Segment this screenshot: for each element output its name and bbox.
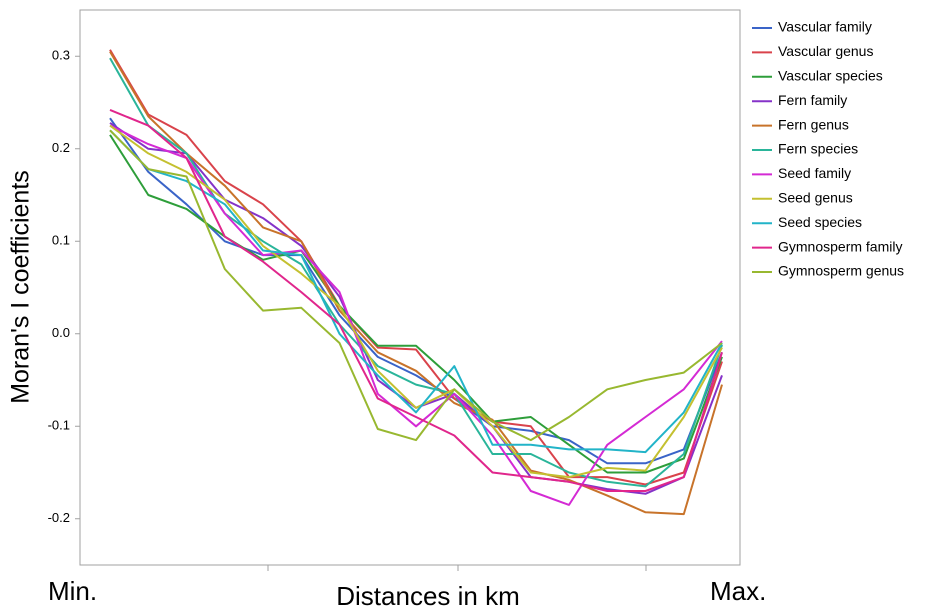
series-line <box>109 129 723 442</box>
series-line <box>109 49 723 486</box>
legend-label: Gymnosperm genus <box>778 263 904 279</box>
x-axis-label: Distances in km <box>336 581 520 610</box>
legend-label: Fern genus <box>778 116 849 132</box>
series-line <box>109 124 723 506</box>
series-line <box>109 124 723 479</box>
y-tick-label: -0.2 <box>48 510 70 525</box>
y-tick-label: 0.1 <box>52 233 70 248</box>
legend-label: Seed genus <box>778 190 853 206</box>
series-line <box>109 51 723 516</box>
legend-label: Vascular genus <box>778 43 873 59</box>
y-tick-label: 0.3 <box>52 48 70 63</box>
legend-label: Gymnosperm family <box>778 238 902 254</box>
series-line <box>109 134 723 474</box>
x-max-label: Max. <box>710 576 766 606</box>
legend-label: Vascular family <box>778 19 872 35</box>
plot-frame <box>79 9 741 566</box>
y-axis-label: Moran's I coefficients <box>7 170 35 404</box>
legend-label: Vascular species <box>778 68 883 84</box>
series-line <box>109 108 723 492</box>
x-min-label: Min. <box>48 576 97 606</box>
series-line <box>109 57 723 488</box>
legend-label: Seed species <box>778 214 862 230</box>
y-tick-label: -0.1 <box>48 418 70 433</box>
y-tick-label: 0.2 <box>52 140 70 155</box>
series-line <box>109 117 723 465</box>
legend-label: Seed family <box>778 165 851 181</box>
legend-label: Fern species <box>778 141 858 157</box>
y-tick-label: 0.0 <box>52 325 70 340</box>
series-line <box>109 129 723 454</box>
legend-label: Fern family <box>778 92 847 108</box>
